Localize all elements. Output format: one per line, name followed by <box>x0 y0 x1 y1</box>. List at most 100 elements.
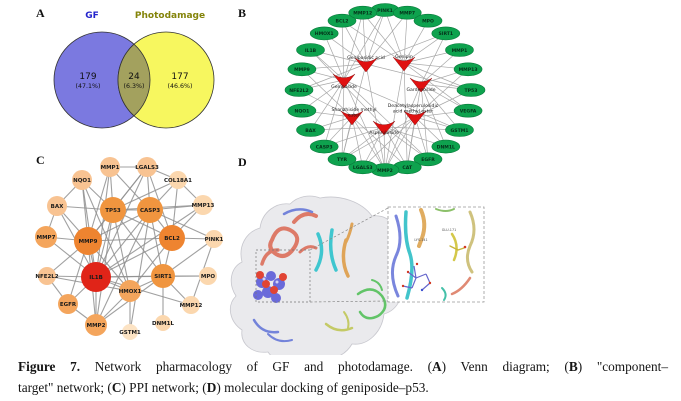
ppi-node: TP53 <box>100 197 126 223</box>
target-node: IL1B <box>296 43 325 57</box>
network-edge <box>323 79 345 147</box>
ppi-node: MMP1 <box>100 157 120 177</box>
network-edge <box>420 33 447 85</box>
ppi-node-label: NQO1 <box>73 178 91 184</box>
venn-right-percent: (46.6%) <box>168 83 193 90</box>
ppi-node-label: COL18A1 <box>164 178 192 184</box>
target-node: EGFR <box>413 152 443 167</box>
target-node: MMP13 <box>453 62 483 77</box>
network-edge <box>414 69 469 118</box>
target-node-label: LGALS3 <box>353 165 373 171</box>
venn-overlap-region <box>117 43 151 117</box>
network-edge <box>384 116 416 171</box>
network-edge <box>420 83 429 160</box>
target-node-label: VEGFA <box>460 109 477 115</box>
network-edge <box>351 116 408 168</box>
venn-right-title: Photodamage <box>135 11 205 21</box>
ppi-edge <box>95 204 204 278</box>
ppi-node: MMP2 <box>85 314 107 336</box>
network-edge <box>362 12 405 64</box>
network-edge <box>351 116 364 168</box>
protein-ribbons <box>252 208 387 343</box>
network-edge <box>341 20 405 64</box>
panel-d-label: D <box>238 155 247 169</box>
ppi-node: MPO <box>199 267 217 285</box>
target-node: DNM1L <box>431 139 461 154</box>
component-target-network: PINK1 MMP7 MPO SIRT1 MMP1 MMP13 TP53 VEGFA GSTM1… <box>284 3 486 177</box>
target-node-label: MMP13 <box>459 67 478 73</box>
network-edge <box>403 62 472 91</box>
ppi-node: MMP7 <box>35 226 57 248</box>
network-edge <box>341 116 353 160</box>
component-node: Asperuloside <box>369 120 399 136</box>
ppi-node-label: IL1B <box>89 275 103 281</box>
residue-label: GLU-171 <box>442 228 457 232</box>
network-edge <box>420 83 447 147</box>
network-edge <box>384 83 422 171</box>
panel-c-label: C <box>36 153 45 167</box>
network-edge <box>403 20 429 64</box>
panel-b-label: B <box>238 6 246 20</box>
ppi-node-label: BCL2 <box>164 236 180 242</box>
ppi-node: MMP9 <box>74 227 102 255</box>
target-node: VEGFA <box>453 103 483 118</box>
component-node-label: ester <box>348 112 360 118</box>
network-edge <box>343 9 386 81</box>
component-node: Genipin <box>392 54 416 72</box>
target-node: LGALS3 <box>348 160 378 175</box>
network-edge <box>310 49 385 128</box>
target-node-label: NFE2L2 <box>289 88 308 94</box>
venn-diagram: GF Photodamage 179 (47.1%) 24 (6.3%) 177… <box>53 11 215 129</box>
target-node: TYR <box>327 152 357 167</box>
component-node-label: Genipin <box>395 54 413 60</box>
ppi-node-label: MMP1 <box>101 165 120 171</box>
component-node-label: acid methyl ester <box>393 108 433 114</box>
ppi-node: GSTM1 <box>119 324 141 340</box>
venn-left-title: GF <box>85 11 99 21</box>
component-node-label: Geniposidic acid <box>347 55 385 61</box>
target-node-label: CAT <box>402 165 413 171</box>
network-edge <box>365 63 386 171</box>
target-node: BAX <box>296 123 325 137</box>
target-node: TP53 <box>456 83 486 97</box>
component-node-label: Deacetylasperulosidic <box>388 103 439 109</box>
target-node-label: TP53 <box>465 88 478 94</box>
ppi-edge <box>112 209 131 292</box>
network-edge <box>403 62 469 111</box>
network-edge <box>383 126 408 168</box>
component-node-label: Gardenoside <box>406 87 435 93</box>
network-edge <box>365 9 386 65</box>
ppi-nodes: MMP1 LGALS3 NQO1 COL18A1 BAX TP53 CASP3 MMP13 MM… <box>35 157 224 340</box>
ppi-edge <box>87 237 173 242</box>
residue-label: LYS-141 <box>414 238 427 242</box>
target-node-label: MMP7 <box>399 11 415 17</box>
ppi-node-label: SIRT1 <box>154 274 172 280</box>
ppi-node-label: MMP7 <box>37 235 56 241</box>
molecular-docking: LYS-141 GLU-171 <box>229 195 485 355</box>
venn-left-count: 179 <box>79 72 96 82</box>
ppi-node: EGFR <box>58 294 78 314</box>
venn-left-percent: (47.1%) <box>76 83 101 90</box>
target-node: NQO1 <box>287 103 317 118</box>
ppi-node: NFE2L2 <box>35 267 59 285</box>
target-node: HMOX1 <box>309 26 339 41</box>
ppi-edge <box>129 209 151 333</box>
venn-overlap-count: 24 <box>128 72 140 82</box>
ppi-edge <box>112 209 164 277</box>
target-node: CASP3 <box>309 139 339 154</box>
inset-ribbons <box>391 208 476 301</box>
ppi-node: NQO1 <box>72 170 92 190</box>
caption-line-1: Figure 7. Network pharmacology of GF and… <box>18 359 668 374</box>
network-edge <box>365 63 472 91</box>
target-node-label: MMP9 <box>294 67 310 73</box>
target-node-label: TYR <box>337 157 347 163</box>
network-edge <box>414 116 429 160</box>
ppi-node: COL18A1 <box>164 171 192 189</box>
target-node-label: DNM1L <box>437 144 455 150</box>
ppi-node-label: MMP9 <box>79 239 98 245</box>
network-edge <box>343 79 429 160</box>
caption-line-2: target" network; (C) PPI network; (D) mo… <box>18 380 429 396</box>
ppi-node: MMP13 <box>192 195 214 215</box>
ppi-node: CASP3 <box>137 197 163 223</box>
